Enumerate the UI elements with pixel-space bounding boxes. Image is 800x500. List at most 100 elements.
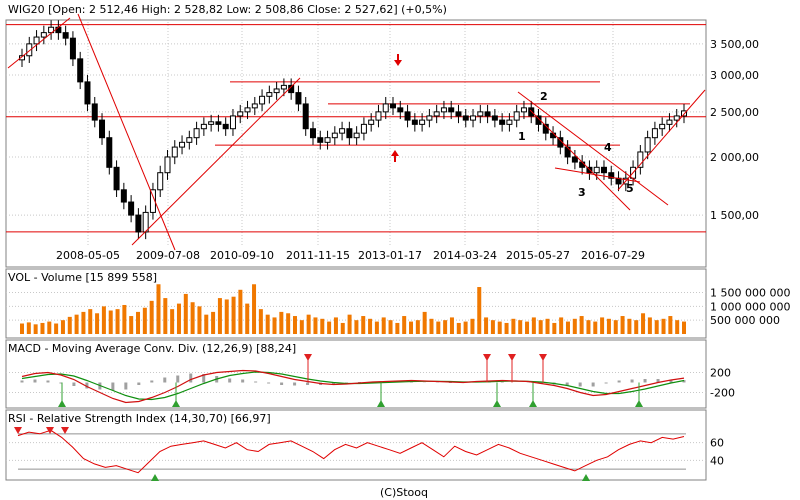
macd-histogram-bar xyxy=(176,375,180,383)
macd-histogram-bar xyxy=(202,374,206,383)
rsi-y-tick-label: 40 xyxy=(710,454,724,467)
volume-panel-frame xyxy=(5,268,707,339)
price-candle-up xyxy=(179,141,186,148)
volume-bar xyxy=(122,304,127,334)
macd-histogram-bar xyxy=(46,380,50,383)
macd-histogram-bar xyxy=(241,379,245,383)
volume-bar xyxy=(586,320,591,334)
macd-histogram-bar xyxy=(500,381,504,383)
macd-histogram-bar xyxy=(72,382,76,386)
macd-histogram-bar xyxy=(280,382,284,385)
price-candle-up xyxy=(266,92,273,97)
volume-bar xyxy=(518,320,523,334)
macd-histogram-bar xyxy=(163,377,167,383)
volume-bar xyxy=(627,318,632,334)
price-wave-label: 2 xyxy=(540,90,548,103)
price-candle-down xyxy=(564,146,571,158)
volume-bar xyxy=(252,284,257,334)
volume-bar xyxy=(217,298,222,334)
price-y-tick-label: 3 500,00 xyxy=(710,38,759,51)
volume-bar xyxy=(504,322,509,334)
volume-bar xyxy=(436,321,441,334)
volume-bar xyxy=(156,284,161,334)
price-candle-down xyxy=(215,121,222,125)
rsi-line xyxy=(17,429,685,474)
price-candle-up xyxy=(593,166,600,174)
volume-bar xyxy=(197,306,202,334)
volume-bar xyxy=(26,322,31,334)
macd-histogram-bar xyxy=(20,380,24,383)
price-x-tick-label: 2016-07-29 xyxy=(581,249,645,262)
volume-bar xyxy=(211,311,216,334)
price-wave-label: 1 xyxy=(518,130,526,143)
rsi-sell-marker xyxy=(61,427,69,434)
volume-bar xyxy=(675,320,680,334)
volume-bar xyxy=(613,320,618,334)
volume-bar xyxy=(572,318,577,334)
volume-bar xyxy=(490,320,495,334)
price-wave-label: 5 xyxy=(626,182,634,195)
price-candle-down xyxy=(77,58,84,83)
volume-y-tick-label: 500 000 000 xyxy=(710,314,780,327)
price-candle-up xyxy=(237,111,244,117)
volume-bar xyxy=(654,320,659,334)
volume-bar xyxy=(74,314,79,334)
macd-histogram-bar xyxy=(254,381,258,383)
macd-histogram-bar xyxy=(306,382,310,385)
macd-histogram-bar xyxy=(682,380,686,383)
volume-bar xyxy=(395,322,400,334)
volume-bar xyxy=(149,300,154,334)
macd-histogram-bar xyxy=(669,379,673,383)
footer-copyright: (C)Stooq xyxy=(380,486,428,499)
price-candle-down xyxy=(462,115,469,121)
macd-histogram-bar xyxy=(448,382,452,383)
rsi-sell-marker xyxy=(46,427,54,434)
volume-bar xyxy=(340,322,345,334)
price-candle-up xyxy=(208,121,215,125)
price-candle-down xyxy=(346,128,353,139)
volume-bar xyxy=(402,316,407,334)
price-candle-down xyxy=(222,123,229,130)
price-candle-up xyxy=(229,115,236,130)
price-candle-down xyxy=(309,128,316,139)
price-candle-up xyxy=(273,88,280,94)
volume-bar xyxy=(415,320,420,334)
price-candle-up xyxy=(375,111,382,121)
macd-histogram-bar xyxy=(591,382,595,387)
price-x-tick-label: 2009-07-08 xyxy=(136,249,200,262)
volume-bar xyxy=(443,320,448,334)
price-candle-up xyxy=(280,84,287,90)
price-candle-down xyxy=(99,119,106,139)
price-panel: 3 500,00 3 000,00 2 500,00 2 000,00 1 500,00… xyxy=(6,13,759,262)
volume-bar xyxy=(238,289,243,334)
price-x-tick-label: 2008-05-05 xyxy=(56,249,120,262)
volume-bar xyxy=(525,321,530,334)
volume-bar xyxy=(33,324,38,334)
macd-histogram-bar xyxy=(228,378,232,383)
price-candle-up xyxy=(157,172,164,191)
volume-bar xyxy=(190,302,195,334)
volume-bar xyxy=(163,298,168,334)
volume-bar xyxy=(286,313,291,334)
price-candle-up xyxy=(324,137,331,143)
price-title: WIG20 [Open: 2 512,46 High: 2 528,82 Low… xyxy=(8,3,447,16)
volume-bar xyxy=(647,317,652,334)
price-candle-up xyxy=(477,111,484,117)
volume-bar xyxy=(313,317,318,334)
volume-bar xyxy=(682,321,686,334)
volume-bar xyxy=(511,318,516,334)
price-wave-label: 3 xyxy=(578,186,586,199)
volume-bar xyxy=(456,322,461,334)
macd-histogram-bar xyxy=(150,380,154,383)
volume-bar xyxy=(47,321,52,334)
rsi-panel-frame xyxy=(5,409,707,481)
volume-bar xyxy=(347,314,352,334)
volume-bar xyxy=(101,306,106,334)
macd-histogram-bar xyxy=(293,382,297,386)
price-candle-down xyxy=(448,107,455,113)
price-x-tick-label: 2014-03-24 xyxy=(433,249,497,262)
price-candle-up xyxy=(659,123,666,130)
macd-signal-line xyxy=(21,371,685,401)
